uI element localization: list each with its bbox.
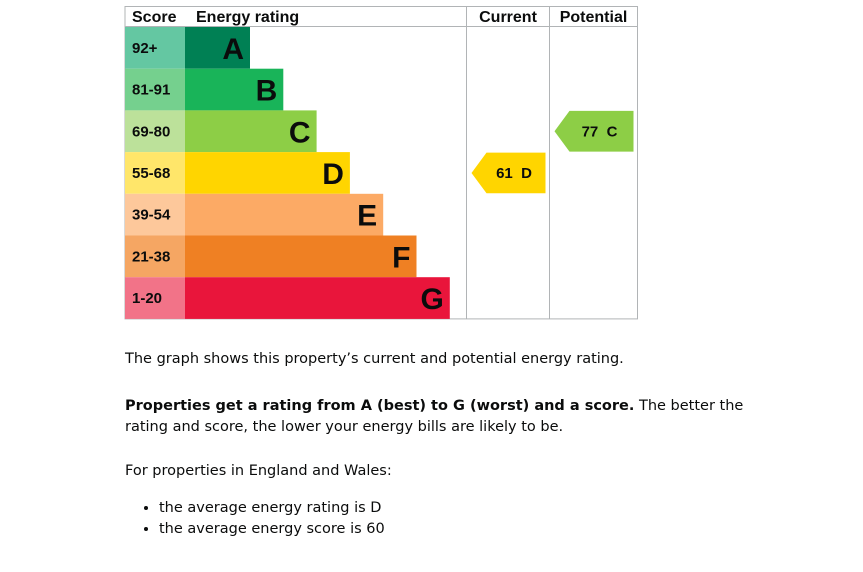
rating-letter-e: E bbox=[357, 200, 377, 233]
current-arrow-label: 61 D bbox=[496, 165, 532, 182]
rating-letter-d: D bbox=[322, 158, 344, 191]
average-list: the average energy rating is D the avera… bbox=[125, 498, 385, 540]
rating-bar-g bbox=[185, 277, 450, 319]
score-range-f: 21-38 bbox=[132, 248, 170, 265]
rating-bar-b bbox=[185, 68, 284, 111]
rating-bar-c bbox=[185, 110, 317, 153]
potential-header: Potential bbox=[560, 9, 628, 26]
energy-rating-header: Energy rating bbox=[196, 9, 299, 26]
score-cell-a bbox=[125, 27, 185, 69]
score-range-b: 81-91 bbox=[132, 82, 170, 99]
rating-letter-f: F bbox=[392, 241, 410, 274]
rating-explanation-rest: The better the rating and score, the low… bbox=[125, 398, 744, 435]
rating-bar-a bbox=[185, 27, 250, 69]
score-cell-e bbox=[125, 193, 185, 236]
current-arrow bbox=[471, 152, 546, 194]
average-rating-item: the average energy rating is D bbox=[159, 498, 385, 519]
score-cell-b bbox=[125, 68, 185, 111]
score-header: Score bbox=[132, 9, 177, 26]
potential-arrow-label: 77 C bbox=[582, 123, 618, 140]
score-cell-d bbox=[125, 152, 185, 194]
rating-explanation: Properties get a rating from A (best) to… bbox=[125, 396, 745, 438]
rating-bar-f bbox=[185, 235, 417, 278]
potential-arrow bbox=[554, 110, 634, 152]
epc-rating-chart: Score Energy rating Current Potential 92+ A 81… bbox=[124, 6, 638, 320]
rating-letter-c: C bbox=[289, 116, 311, 149]
current-header: Current bbox=[479, 9, 537, 26]
rating-explanation-bold: Properties get a rating from A (best) to… bbox=[125, 398, 635, 414]
rating-letter-a: A bbox=[222, 33, 244, 66]
score-range-c: 69-80 bbox=[132, 123, 170, 140]
score-cell-f bbox=[125, 235, 185, 278]
score-range-a: 92+ bbox=[132, 40, 158, 57]
chart-description: The graph shows this property’s current … bbox=[125, 351, 624, 367]
rating-letter-b: B bbox=[256, 75, 278, 108]
score-range-d: 55-68 bbox=[132, 165, 170, 182]
rating-letter-g: G bbox=[420, 283, 443, 316]
region-intro: For properties in England and Wales: bbox=[125, 463, 392, 479]
score-cell-c bbox=[125, 110, 185, 153]
rating-bar-d bbox=[185, 152, 350, 194]
score-range-e: 39-54 bbox=[132, 207, 171, 224]
score-range-g: 1-20 bbox=[132, 290, 162, 307]
rating-bar-e bbox=[185, 193, 384, 236]
score-cell-g bbox=[125, 277, 185, 319]
average-score-item: the average energy score is 60 bbox=[159, 519, 385, 540]
